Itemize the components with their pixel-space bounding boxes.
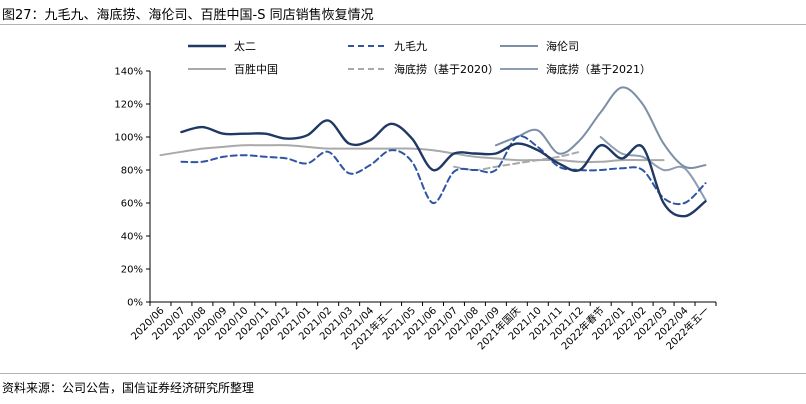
series-line-3 [159,144,665,163]
y-axis: 0% 20% 40% 60% 80% 100% 120% 140% [114,67,151,309]
series-line-5 [599,136,707,201]
title-divider [0,24,806,25]
x-axis: 2020/062020/072020/082020/092020/102020/… [129,301,717,352]
y-tick-label: 120% [114,100,143,111]
legend-label-3: 百胜中国 [234,62,278,76]
source-note: 资料来源：公司公告，国信证券经济研究所整理 [2,381,255,395]
y-tick-label: 100% [114,133,143,144]
y-tick-label: 140% [114,67,143,78]
plot-area [159,86,707,218]
legend-label-1: 九毛九 [394,40,427,53]
y-tick-label: 0% [127,298,143,309]
y-tick-label: 80% [121,166,143,177]
series-line-2 [494,86,707,169]
y-tick-label: 60% [121,199,143,210]
legend-label-2: 海伦司 [546,39,579,53]
legend-label-4: 海底捞（基于2020） [394,62,499,76]
figure-title: 图27：九毛九、海底捞、海伦司、百胜中国-S 同店销售恢复情况 [2,8,374,23]
y-tick-label: 20% [121,265,143,276]
series-line-1 [180,135,707,206]
source-divider [0,373,806,374]
legend-label-5: 海底捞（基于2021） [546,62,651,76]
y-tick-label: 40% [121,232,143,243]
legend-label-0: 太二 [234,40,256,53]
series-line-0 [180,119,707,218]
